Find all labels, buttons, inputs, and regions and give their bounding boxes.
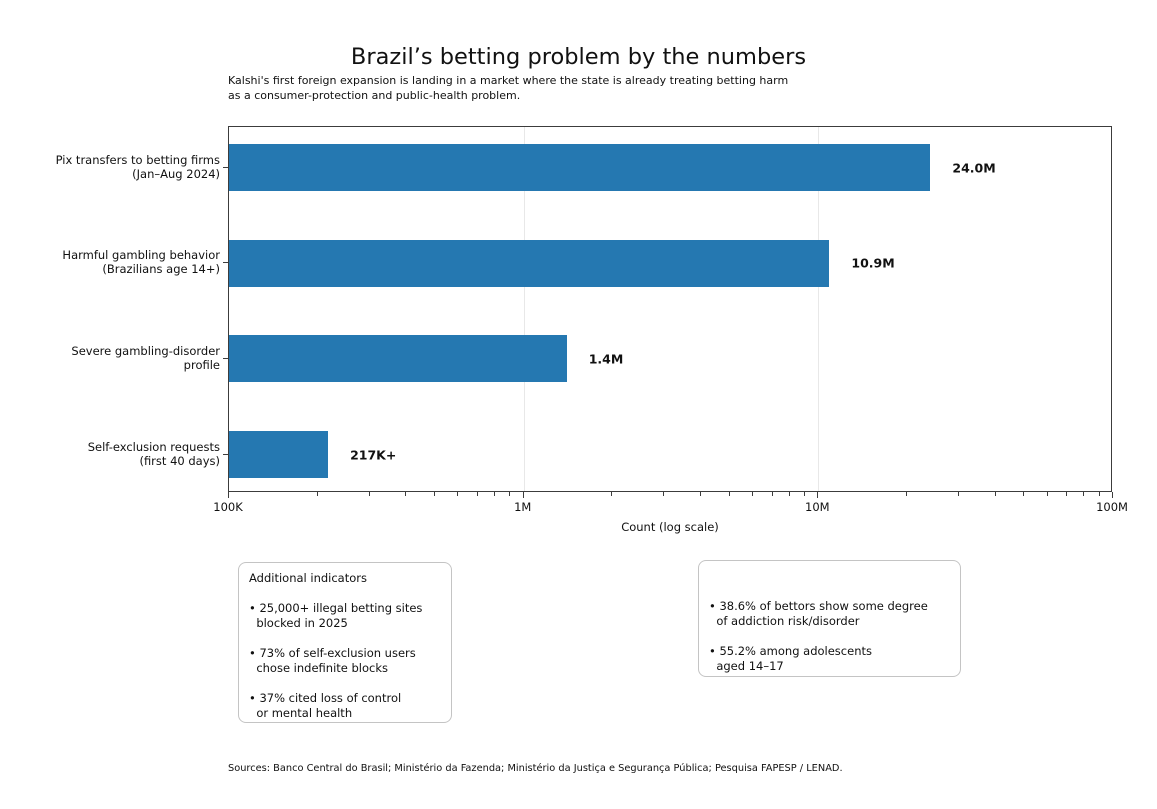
y-axis-category-label: Pix transfers to betting firms (Jan–Aug … xyxy=(55,152,220,181)
x-axis-minor-tick xyxy=(788,492,790,496)
x-axis-minor-tick xyxy=(509,492,511,496)
box-bullet: • 73% of self-exclusion users chose inde… xyxy=(249,646,416,675)
x-axis-label: Count (log scale) xyxy=(621,520,719,534)
x-axis-minor-tick xyxy=(728,492,730,496)
x-axis-minor-tick xyxy=(1098,492,1100,496)
box-bullet: • 25,000+ illegal betting sites blocked … xyxy=(249,601,423,630)
x-axis-minor-tick xyxy=(752,492,753,496)
chart-title: Brazil’s betting problem by the numbers xyxy=(350,44,807,70)
x-axis-minor-tick xyxy=(405,492,407,496)
y-axis-tick xyxy=(223,453,228,455)
x-axis-major-tick xyxy=(228,492,229,498)
x-axis-major-tick xyxy=(522,492,524,498)
x-axis-minor-tick xyxy=(957,492,959,496)
y-axis-category-label: Self-exclusion requests (first 40 days) xyxy=(87,439,220,468)
x-axis-major-tick xyxy=(1112,492,1113,498)
addiction-stats-box: • 38.6% of bettors show some degree of a… xyxy=(698,560,961,677)
box-bullet: • 38.6% of bettors show some degree of a… xyxy=(709,599,928,628)
bar-value-label: 10.9M xyxy=(851,255,895,271)
x-axis-tick-label: 100M xyxy=(1096,500,1128,514)
plot-area: 24.0M 10.9M 1.4M 217K+ xyxy=(228,126,1112,492)
box-bullet-list: • 38.6% of bettors show some degree of a… xyxy=(709,599,950,674)
x-axis-minor-tick xyxy=(906,492,907,496)
x-axis-minor-tick xyxy=(663,492,665,496)
chart-subtitle: Kalshi's first foreign expansion is land… xyxy=(228,74,789,102)
x-axis-minor-tick xyxy=(1023,492,1025,496)
bar xyxy=(229,335,567,383)
y-axis-tick xyxy=(223,262,228,264)
x-axis-minor-tick xyxy=(477,492,478,496)
x-axis-minor-tick xyxy=(434,492,435,496)
bar-value-label: 24.0M xyxy=(952,160,996,175)
x-axis-minor-tick xyxy=(1083,492,1085,496)
bar xyxy=(229,144,931,191)
x-axis-major-tick xyxy=(817,492,819,498)
y-axis-category-label: Harmful gambling behavior (Brazilians ag… xyxy=(62,248,220,277)
bar-value-label: 217K+ xyxy=(350,447,397,462)
x-axis-tick-label: 100K xyxy=(213,500,243,514)
gridline xyxy=(523,127,525,491)
x-axis-minor-tick xyxy=(316,492,318,496)
bar xyxy=(229,239,830,287)
x-axis-tick-label: 1M xyxy=(514,500,532,514)
y-axis-tick xyxy=(223,357,228,359)
x-axis-minor-tick xyxy=(700,492,702,496)
x-axis-minor-tick xyxy=(368,492,370,496)
x-axis-minor-tick xyxy=(611,492,613,496)
box-bullet: • 37% cited loss of control or mental he… xyxy=(249,691,402,720)
x-axis-minor-tick xyxy=(771,492,773,496)
x-axis-minor-tick xyxy=(494,492,496,496)
x-axis-minor-tick xyxy=(1066,492,1068,496)
box-bullet: • 55.2% among adolescents aged 14–17 xyxy=(709,644,872,673)
box-bullet-list: • 25,000+ illegal betting sites blocked … xyxy=(249,601,441,721)
bar-value-label: 1.4M xyxy=(588,351,624,367)
y-axis-tick xyxy=(223,166,228,168)
additional-indicators-box: Additional indicators • 25,000+ illegal … xyxy=(238,562,452,723)
gridline xyxy=(818,127,820,491)
x-axis-tick-label: 10M xyxy=(805,500,830,514)
x-axis-minor-tick xyxy=(803,492,805,496)
x-axis-minor-tick xyxy=(994,492,996,496)
y-axis-category-label: Severe gambling-disorder profile xyxy=(71,343,220,372)
x-axis-minor-tick xyxy=(457,492,459,496)
sources-note: Sources: Banco Central do Brasil; Minist… xyxy=(228,763,843,774)
x-axis-minor-tick xyxy=(1046,492,1048,496)
bar xyxy=(229,431,329,478)
box-title: Additional indicators xyxy=(249,571,367,585)
